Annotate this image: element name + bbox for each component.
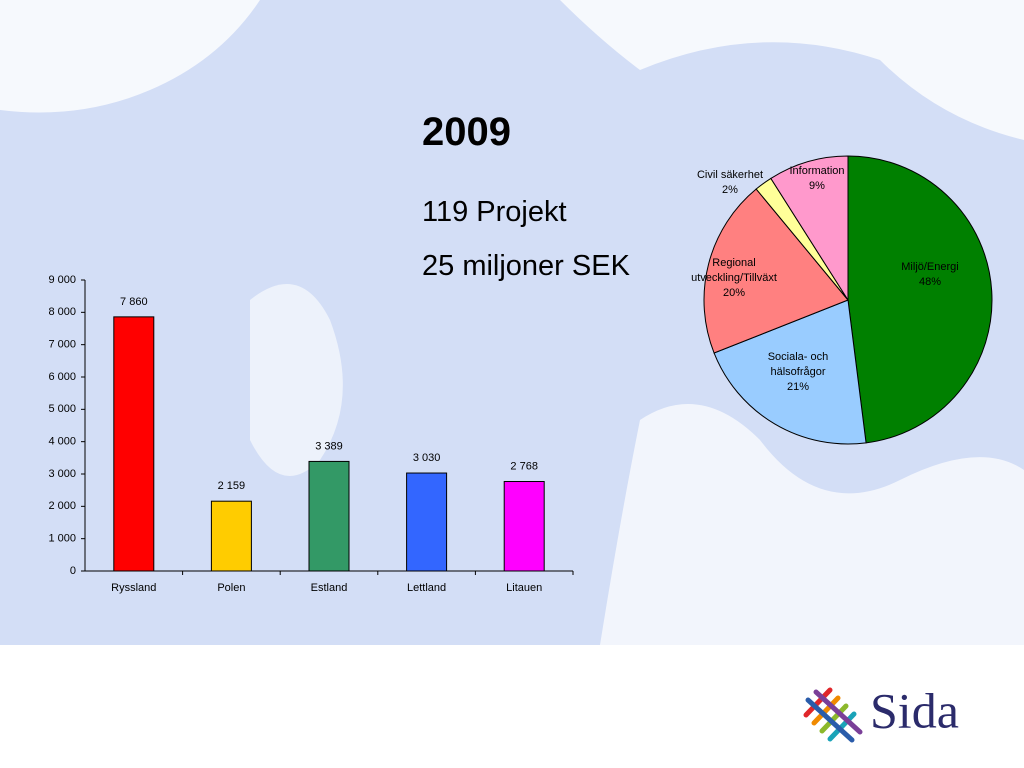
y-tick-label: 0 [70,565,76,577]
logo-stripe [803,687,833,718]
logo-stripe [819,703,849,734]
logo: Sida [803,682,959,743]
pie-label: Miljö/Energi 48% [875,260,985,290]
value-label: 2 768 [510,460,538,472]
x-tick-label: Polen [217,582,245,594]
x-tick-label: Estland [311,582,348,594]
pie-slice [703,188,849,354]
map-land [600,404,1024,645]
logo-stripe [811,695,841,726]
pie-label: Regional utveckling/Tillväxt 20% [686,256,782,301]
x-tick-label: Ryssland [111,582,156,594]
slide-line: 25 miljoner SEK [422,250,630,282]
pie-category: Civil säkerhet [696,169,764,181]
bar [406,472,448,572]
value-label: 7 860 [120,296,148,308]
logo-text: Sida [870,682,959,738]
y-tick-label: 4 000 [48,436,76,448]
bar [308,460,350,572]
value-label: 2 159 [218,480,246,492]
pie-value-label: 48% [918,276,942,288]
slide-line: 119 Projekt [422,196,567,228]
value-label: 3 030 [413,452,441,464]
slide-title: 2009 [422,110,511,154]
pie-category: Information [789,165,845,177]
pie-label: Information 9% [762,164,872,194]
y-tick-label: 7 000 [48,339,76,351]
pie-value-label: 2% [722,184,738,196]
y-tick-label: 2 000 [48,500,76,512]
x-tick-label: Litauen [506,582,542,594]
y-tick-label: 5 000 [48,403,76,415]
y-tick-label: 6 000 [48,371,76,383]
bar [503,481,545,572]
pie-slice [713,299,867,445]
y-tick-label: 3 000 [48,468,76,480]
x-tick-label: Lettland [407,582,446,594]
pie-category: Miljö/Energi [901,261,959,273]
pie-category: Sociala- och hälsofrågor [767,351,829,378]
logo-stripe [805,697,855,743]
pie-slice [770,155,849,302]
pie-value-label: 21% [786,381,810,393]
value-label: 3 389 [315,440,343,452]
bar [113,316,155,572]
pie-value-label: 9% [809,180,825,192]
pie-slice [847,155,993,444]
pie-value-label: 20% [722,287,746,299]
map-land [250,284,343,476]
y-tick-label: 8 000 [48,306,76,318]
map-land [560,0,1024,140]
logo-stripe [827,711,857,742]
pie-category: Regional utveckling/Tillväxt [691,257,777,284]
pie-label: Sociala- och hälsofrågor 21% [758,350,838,395]
bar [210,500,252,572]
pie-label: Civil säkerhet 2% [675,168,785,198]
y-tick-label: 1 000 [48,533,76,545]
logo-stripe [813,689,863,735]
map-land [0,0,260,113]
y-tick-label: 9 000 [48,274,76,286]
